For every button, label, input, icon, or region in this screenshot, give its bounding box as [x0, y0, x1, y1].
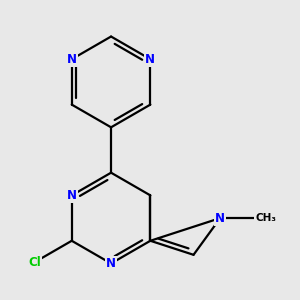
Text: Cl: Cl [28, 256, 41, 269]
Text: N: N [67, 189, 77, 202]
Text: N: N [215, 212, 225, 225]
Text: CH₃: CH₃ [255, 213, 276, 223]
Text: N: N [106, 257, 116, 270]
Text: N: N [67, 53, 77, 66]
Text: N: N [146, 53, 155, 66]
